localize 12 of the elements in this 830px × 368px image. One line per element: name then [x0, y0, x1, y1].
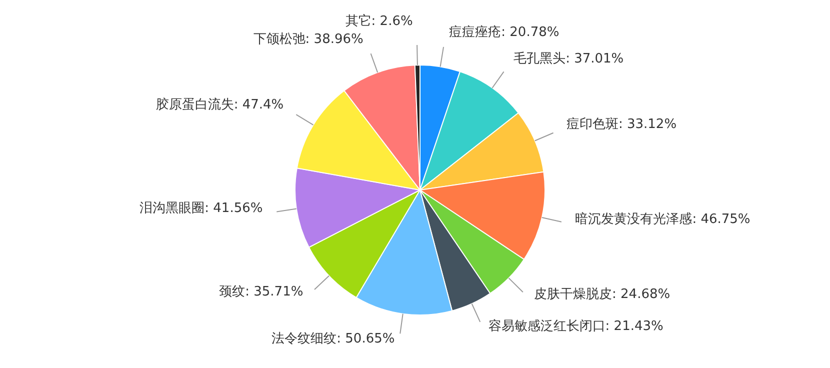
slice-label: 痘印色斑: 33.12%	[566, 116, 677, 132]
slice-label: 皮肤干燥脱皮: 24.68%	[534, 287, 670, 302]
slice-label: 泪沟黑眼圈: 41.56%	[140, 201, 263, 216]
slice-label: 暗沉发黄没有光泽感: 46.75%	[575, 212, 750, 228]
slice-label: 法令纹细纹: 50.65%	[272, 332, 395, 347]
slice-label: 其它: 2.6%	[345, 13, 413, 30]
slice-label: 容易敏感泛红长闭口: 21.43%	[488, 318, 664, 334]
slice-label: 毛孔黑头: 37.01%	[514, 51, 624, 66]
slice-label: 下颌松弛: 38.96%	[253, 32, 364, 48]
slice-label: 痘痘痤疮: 20.78%	[449, 25, 560, 40]
slice-label: 胶原蛋白流失: 47.4%	[156, 96, 284, 112]
slice-label: 颈纹: 35.71%	[219, 284, 304, 300]
